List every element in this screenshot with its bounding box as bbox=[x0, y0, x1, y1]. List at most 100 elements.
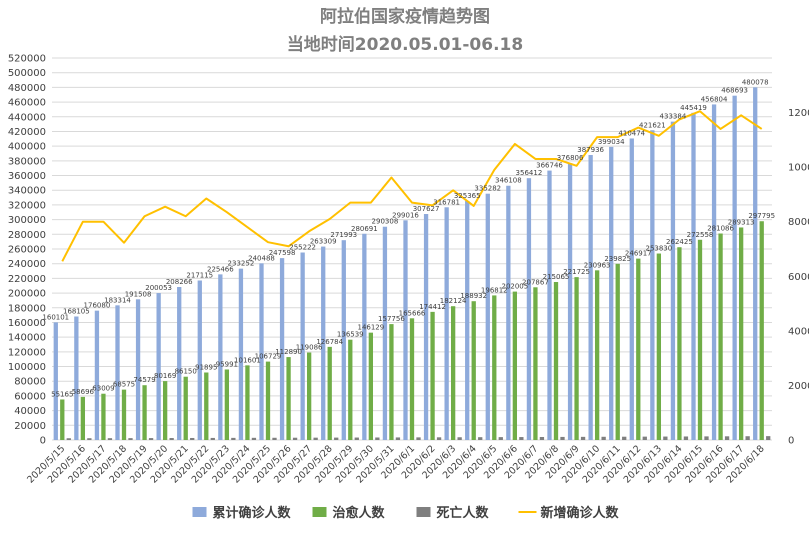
bar bbox=[436, 437, 442, 440]
data-label: 480078 bbox=[742, 78, 769, 86]
data-label: 399034 bbox=[598, 138, 625, 146]
bar bbox=[642, 436, 647, 440]
bar bbox=[128, 438, 133, 440]
chart-subtitle: 当地时间2020.05.01-06.18 bbox=[287, 34, 523, 55]
bar bbox=[218, 274, 223, 440]
bar bbox=[382, 226, 388, 440]
data-label: 356412 bbox=[516, 169, 543, 177]
legend-label: 死亡人数 bbox=[437, 505, 490, 521]
bar bbox=[450, 306, 456, 440]
chart-title: 阿拉伯国家疫情趋势图 bbox=[320, 6, 490, 27]
data-label: 208266 bbox=[166, 278, 193, 286]
y-axis-right: 0 2000 4000 6000 8000 10000 12000 bbox=[788, 108, 809, 446]
bar bbox=[457, 437, 462, 440]
data-label: 202005 bbox=[501, 283, 528, 291]
data-label: 196812 bbox=[481, 286, 508, 294]
y-tick-label-left: 260000 bbox=[8, 245, 46, 256]
data-label: 101601 bbox=[234, 356, 261, 364]
y-tick-label-left: 280000 bbox=[8, 230, 46, 241]
data-label: 188932 bbox=[460, 292, 487, 300]
bar bbox=[471, 301, 476, 440]
legend-swatch bbox=[312, 507, 327, 517]
legend-label: 新增确诊人数 bbox=[541, 505, 620, 521]
bar bbox=[444, 207, 449, 440]
bar bbox=[121, 389, 127, 440]
data-label: 112890 bbox=[275, 348, 302, 356]
legend-swatch bbox=[192, 507, 207, 517]
bar bbox=[306, 352, 312, 440]
bar bbox=[190, 437, 195, 440]
bar bbox=[753, 87, 758, 440]
y-tick-label-left: 0 bbox=[40, 436, 46, 447]
data-label: 281086 bbox=[707, 225, 734, 233]
y-tick-label-left: 240000 bbox=[8, 259, 46, 270]
data-label: 68575 bbox=[113, 381, 135, 389]
line-new-cases bbox=[61, 110, 763, 262]
bar bbox=[162, 381, 168, 440]
bar bbox=[636, 258, 641, 440]
legend-swatch bbox=[416, 507, 431, 517]
data-label: 55165 bbox=[51, 390, 73, 398]
y-tick-label-left: 360000 bbox=[8, 171, 46, 182]
y-tick-label-left: 300000 bbox=[8, 215, 46, 226]
bar bbox=[609, 146, 614, 441]
data-label: 316781 bbox=[433, 198, 460, 206]
bar bbox=[245, 365, 250, 440]
data-labels: 160101 55165 168105 58696 176080 63009 183314 6… bbox=[42, 78, 775, 398]
data-label: 239825 bbox=[604, 255, 631, 263]
bar bbox=[738, 227, 744, 440]
bar bbox=[169, 438, 174, 440]
data-label: 95991 bbox=[216, 360, 238, 368]
bar bbox=[766, 436, 771, 440]
data-label: 63009 bbox=[92, 385, 114, 393]
bar bbox=[348, 339, 353, 440]
data-label: 240488 bbox=[248, 254, 275, 262]
data-label: 468693 bbox=[721, 87, 748, 95]
data-label: 146129 bbox=[357, 324, 384, 332]
data-label: 91895 bbox=[195, 363, 217, 371]
y-tick-label-left: 120000 bbox=[8, 347, 46, 358]
bar bbox=[265, 361, 271, 440]
bar bbox=[94, 310, 100, 440]
data-label: 290308 bbox=[372, 218, 399, 226]
data-label: 174412 bbox=[419, 303, 446, 311]
y-tick-label-left: 400000 bbox=[8, 142, 46, 153]
bar bbox=[395, 437, 401, 440]
bar bbox=[697, 239, 703, 440]
bar bbox=[135, 299, 141, 440]
data-label: 200053 bbox=[145, 284, 172, 292]
bar bbox=[553, 282, 559, 440]
bar bbox=[485, 193, 490, 440]
bar bbox=[533, 287, 538, 440]
y-tick-label-left: 380000 bbox=[8, 156, 46, 167]
bar bbox=[615, 263, 620, 440]
bar bbox=[238, 268, 244, 440]
y-tick-label-left: 160000 bbox=[8, 318, 46, 329]
bar bbox=[567, 163, 573, 441]
data-label: 86150 bbox=[175, 368, 197, 376]
data-label: 183314 bbox=[104, 296, 131, 304]
y-tick-label-left: 220000 bbox=[8, 274, 46, 285]
bar bbox=[300, 252, 305, 440]
data-label: 456804 bbox=[701, 95, 728, 103]
bar bbox=[286, 357, 291, 440]
bar bbox=[334, 437, 339, 440]
bar bbox=[251, 437, 257, 440]
data-label: 157756 bbox=[378, 315, 405, 323]
data-label: 58696 bbox=[72, 388, 95, 396]
y-tick-label-left: 200000 bbox=[8, 289, 46, 300]
data-label: 289313 bbox=[728, 218, 755, 226]
bar bbox=[272, 437, 277, 440]
bar bbox=[197, 280, 202, 440]
data-label: 366746 bbox=[536, 162, 563, 170]
data-label: 106729 bbox=[255, 353, 282, 361]
data-label: 272558 bbox=[687, 231, 714, 239]
bar bbox=[403, 220, 408, 440]
data-label: 346108 bbox=[495, 177, 522, 185]
bar bbox=[574, 277, 579, 440]
y-tick-label-left: 100000 bbox=[8, 362, 46, 373]
y-tick-label-right: 8000 bbox=[788, 217, 809, 228]
data-label: 325365 bbox=[454, 192, 481, 200]
data-label: 376806 bbox=[557, 154, 584, 162]
